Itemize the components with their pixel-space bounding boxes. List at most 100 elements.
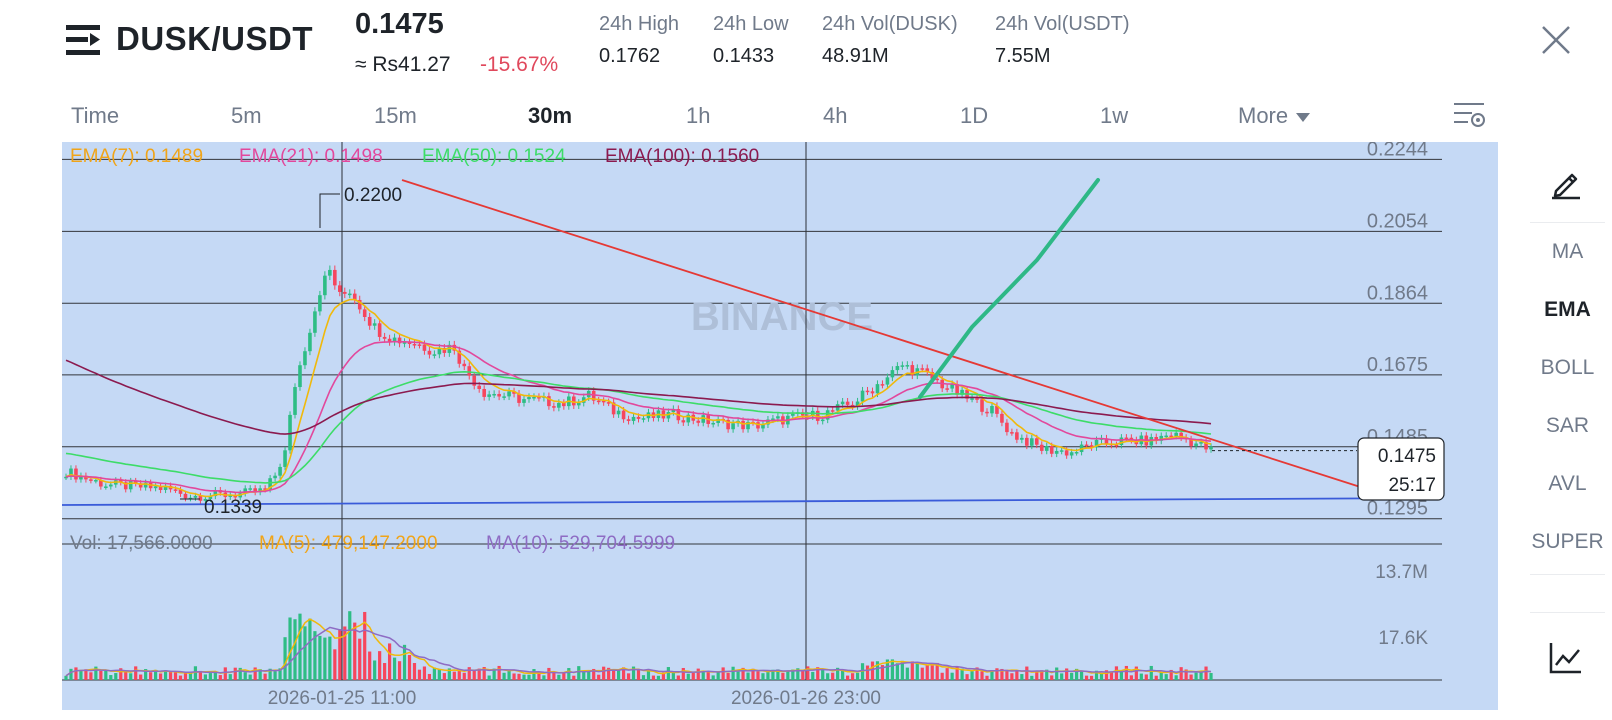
candle-body (641, 418, 646, 420)
candle-body (64, 476, 68, 479)
volume-bar (134, 666, 138, 680)
candle-body (711, 422, 715, 425)
price-axis-label: 0.1864 (1367, 282, 1428, 304)
price-axis-label: 0.1295 (1367, 498, 1428, 520)
volume-bar (1075, 668, 1079, 680)
indicator-ma[interactable]: MA (1551, 240, 1584, 263)
volume-bar (1164, 674, 1168, 680)
candle-body (1204, 442, 1208, 450)
tab-1h[interactable]: 1h (686, 103, 711, 128)
candle-body (372, 323, 377, 326)
candle-body (1025, 437, 1029, 446)
candle-body (163, 485, 168, 490)
candle-body (308, 332, 312, 352)
volume-bar (1149, 665, 1153, 680)
trading-pair-title[interactable]: DUSK/USDT (116, 20, 314, 57)
volume-bar (1199, 671, 1203, 680)
volume-bar (826, 673, 830, 680)
candle-body (258, 488, 262, 493)
tab-1d[interactable]: 1D (960, 103, 989, 128)
line-chart-icon[interactable] (1548, 640, 1584, 676)
tab-4h[interactable]: 4h (823, 103, 848, 128)
candle-body (527, 397, 531, 400)
candle-body (840, 401, 845, 405)
candle-body (487, 394, 491, 397)
volume-bar (119, 668, 123, 680)
menu-icon[interactable] (66, 23, 102, 57)
indicator-sar[interactable]: SAR (1545, 414, 1590, 437)
candle-body (920, 368, 925, 370)
volume-bar (188, 673, 193, 680)
stat-24h-high-label: 24h High (599, 13, 680, 35)
tab-30m[interactable]: 30m (528, 103, 573, 128)
volume-bar (1159, 672, 1163, 680)
volume-bar (796, 668, 800, 680)
volume-bar (781, 672, 785, 680)
volume-bar (338, 629, 342, 680)
candle-body (153, 486, 158, 489)
indicator-boll[interactable]: BOLL (1540, 356, 1595, 379)
candle-body (512, 391, 516, 394)
low-price-label: 0.1339 (204, 497, 262, 518)
volume-bar (383, 663, 387, 680)
draw-tool-icon[interactable] (1548, 165, 1584, 201)
candle-body (198, 495, 203, 501)
candle-body (318, 295, 322, 312)
close-icon[interactable] (1538, 22, 1574, 58)
candle-body (696, 420, 701, 423)
candle-body (1054, 450, 1059, 454)
volume-bar (975, 667, 979, 680)
volume-bar (124, 670, 128, 680)
indicator-super[interactable]: SUPER (1531, 530, 1604, 553)
volume-bar (607, 667, 611, 680)
tab-15m[interactable]: 15m (374, 103, 417, 128)
candle-body (143, 482, 148, 488)
volume-bar (497, 665, 501, 680)
candle-body (1114, 444, 1119, 447)
volume-legend-item: MA(10): 529,704.5999 (486, 533, 675, 554)
volume-bar (363, 611, 367, 680)
candle-body (1199, 442, 1203, 444)
indicator-ema[interactable]: EMA (1544, 298, 1591, 321)
candlestick-chart[interactable]: BINANCE 0.22440.20540.18640.16750.14850.… (61, 138, 1498, 710)
volume-bar (1124, 665, 1128, 680)
volume-bar (681, 667, 685, 680)
volume-bar (243, 672, 247, 680)
candle-body (357, 299, 362, 310)
volume-bar (442, 673, 446, 680)
chart-settings-icon[interactable] (1452, 100, 1486, 132)
volume-bar (228, 674, 232, 680)
ema-legend-item: EMA(21): 0.1498 (239, 146, 383, 167)
volume-bar (303, 626, 307, 680)
volume-bar (208, 673, 212, 680)
tab-1w[interactable]: 1w (1100, 103, 1129, 128)
candle-body (591, 390, 596, 401)
volume-bar (233, 667, 237, 680)
tab-more[interactable]: More (1238, 103, 1310, 129)
volume-bar (920, 667, 924, 680)
candle-body (1119, 437, 1124, 446)
volume-bar (193, 666, 198, 680)
stat-24h-vol-quote-label: 24h Vol(USDT) (995, 13, 1130, 35)
price-chart[interactable]: BINANCE 0.2244 0.2054 0.1864 0.1675 0.1485 0.… (61, 138, 1498, 710)
volume-bar (965, 674, 969, 680)
candle-body (626, 419, 631, 421)
volume-bar (1194, 672, 1198, 680)
volume-bar (1065, 668, 1069, 680)
trendline-resistance (401, 179, 1377, 493)
tab-time[interactable]: Time (71, 103, 120, 128)
candle-body (123, 482, 128, 490)
volume-bar (487, 675, 491, 680)
tab-5m[interactable]: 5m (231, 103, 262, 128)
candle-body (995, 405, 999, 414)
volume-bar (492, 668, 496, 680)
volume-bar (447, 668, 451, 680)
indicator-avl[interactable]: AVL (1548, 472, 1587, 495)
candle-body (352, 293, 357, 300)
candle-body (303, 351, 307, 366)
volume-bar (1084, 675, 1089, 680)
candle-body (367, 316, 372, 326)
candle-body (1094, 439, 1099, 448)
volume-bar (905, 667, 909, 680)
candle-body (248, 488, 252, 490)
